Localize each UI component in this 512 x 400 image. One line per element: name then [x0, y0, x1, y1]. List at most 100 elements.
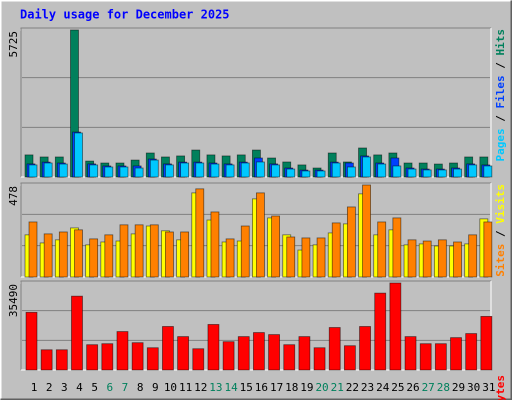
bar [422, 169, 432, 178]
bar [240, 225, 250, 278]
bar [256, 161, 265, 178]
x-tick-label: 2 [46, 381, 53, 394]
bar [283, 344, 296, 371]
bar [437, 169, 447, 178]
bar [392, 165, 402, 178]
bar [28, 164, 38, 178]
x-tick-label: 16 [255, 381, 268, 394]
bar [453, 168, 462, 178]
bar [316, 237, 326, 278]
bar [331, 162, 341, 178]
bar [313, 347, 326, 371]
bar [301, 170, 311, 178]
legend-entry: Sites [494, 244, 507, 277]
legend-entry: Files [494, 75, 507, 108]
x-tick-label: 7 [122, 381, 129, 394]
x-tick-label: 12 [194, 381, 207, 394]
legend-entry: Pages [494, 128, 507, 161]
bar [316, 170, 326, 178]
bar [101, 343, 114, 371]
legend-entry: KBytes [494, 375, 507, 400]
x-tick-label: 31 [482, 381, 495, 394]
y-tick-label: 478 [7, 186, 20, 206]
bar [362, 156, 371, 178]
bar [343, 345, 356, 371]
bar [301, 237, 311, 278]
bar [468, 234, 478, 278]
legend: Pages / Files / Hits [494, 29, 507, 162]
bar [89, 164, 99, 178]
bar [404, 336, 417, 371]
bar [55, 349, 68, 371]
bar [180, 231, 190, 278]
x-tick-label: 26 [406, 381, 419, 394]
bar [180, 162, 190, 178]
bar [162, 326, 174, 371]
x-tick-label: 18 [285, 381, 298, 394]
x-tick-label: 22 [346, 381, 359, 394]
bar [104, 234, 114, 278]
y-tick-label: 35490 [7, 284, 20, 317]
bar [450, 337, 462, 371]
x-tick-label: 29 [452, 381, 465, 394]
bar [71, 295, 83, 371]
bar [253, 332, 265, 371]
bar [362, 184, 371, 278]
legend-separator: / [494, 56, 507, 76]
x-tick-label: 23 [361, 381, 374, 394]
bar [271, 164, 280, 178]
bar [225, 164, 235, 178]
bar [346, 206, 356, 278]
bar [134, 224, 144, 278]
bar [192, 348, 205, 371]
bar [104, 166, 114, 178]
bar [237, 336, 250, 371]
bar [468, 164, 478, 178]
legend: KBytes [494, 375, 507, 400]
bar [389, 282, 402, 371]
x-tick-label: 20 [315, 381, 328, 394]
bar [483, 221, 493, 278]
x-tick-label: 6 [106, 381, 113, 394]
bar [256, 192, 265, 278]
bar [165, 164, 174, 178]
bar [225, 238, 235, 278]
x-tick-label: 9 [152, 381, 159, 394]
bar [268, 334, 280, 371]
plot-frame [20, 182, 491, 277]
x-tick-label: 28 [437, 381, 450, 394]
bar [58, 231, 68, 278]
x-tick-label: 15 [240, 381, 253, 394]
x-tick-label: 30 [467, 381, 480, 394]
bar [40, 349, 53, 371]
bar [28, 221, 38, 278]
bar [222, 341, 235, 371]
legend-entry: Visits [494, 184, 507, 224]
bar [437, 239, 447, 278]
x-tick-label: 14 [224, 381, 238, 394]
bar [407, 168, 417, 178]
bar [453, 241, 462, 278]
legend-entry: Hits [494, 29, 507, 56]
bar [392, 217, 402, 278]
x-tick-label: 17 [270, 381, 283, 394]
x-tick-label: 19 [300, 381, 313, 394]
bar [210, 163, 220, 178]
x-tick-label: 1 [31, 381, 38, 394]
x-tick-label: 10 [164, 381, 177, 394]
x-tick-label: 4 [76, 381, 83, 394]
bar [271, 215, 280, 278]
bar [74, 229, 83, 278]
bar [419, 343, 432, 371]
x-tick-label: 21 [331, 381, 344, 394]
x-tick-label: 5 [91, 381, 98, 394]
bar [119, 224, 129, 278]
x-tick-label: 8 [137, 381, 144, 394]
bar [377, 221, 387, 278]
bar [89, 238, 99, 278]
bar [331, 222, 341, 278]
bar [480, 315, 493, 371]
bar [43, 162, 53, 178]
